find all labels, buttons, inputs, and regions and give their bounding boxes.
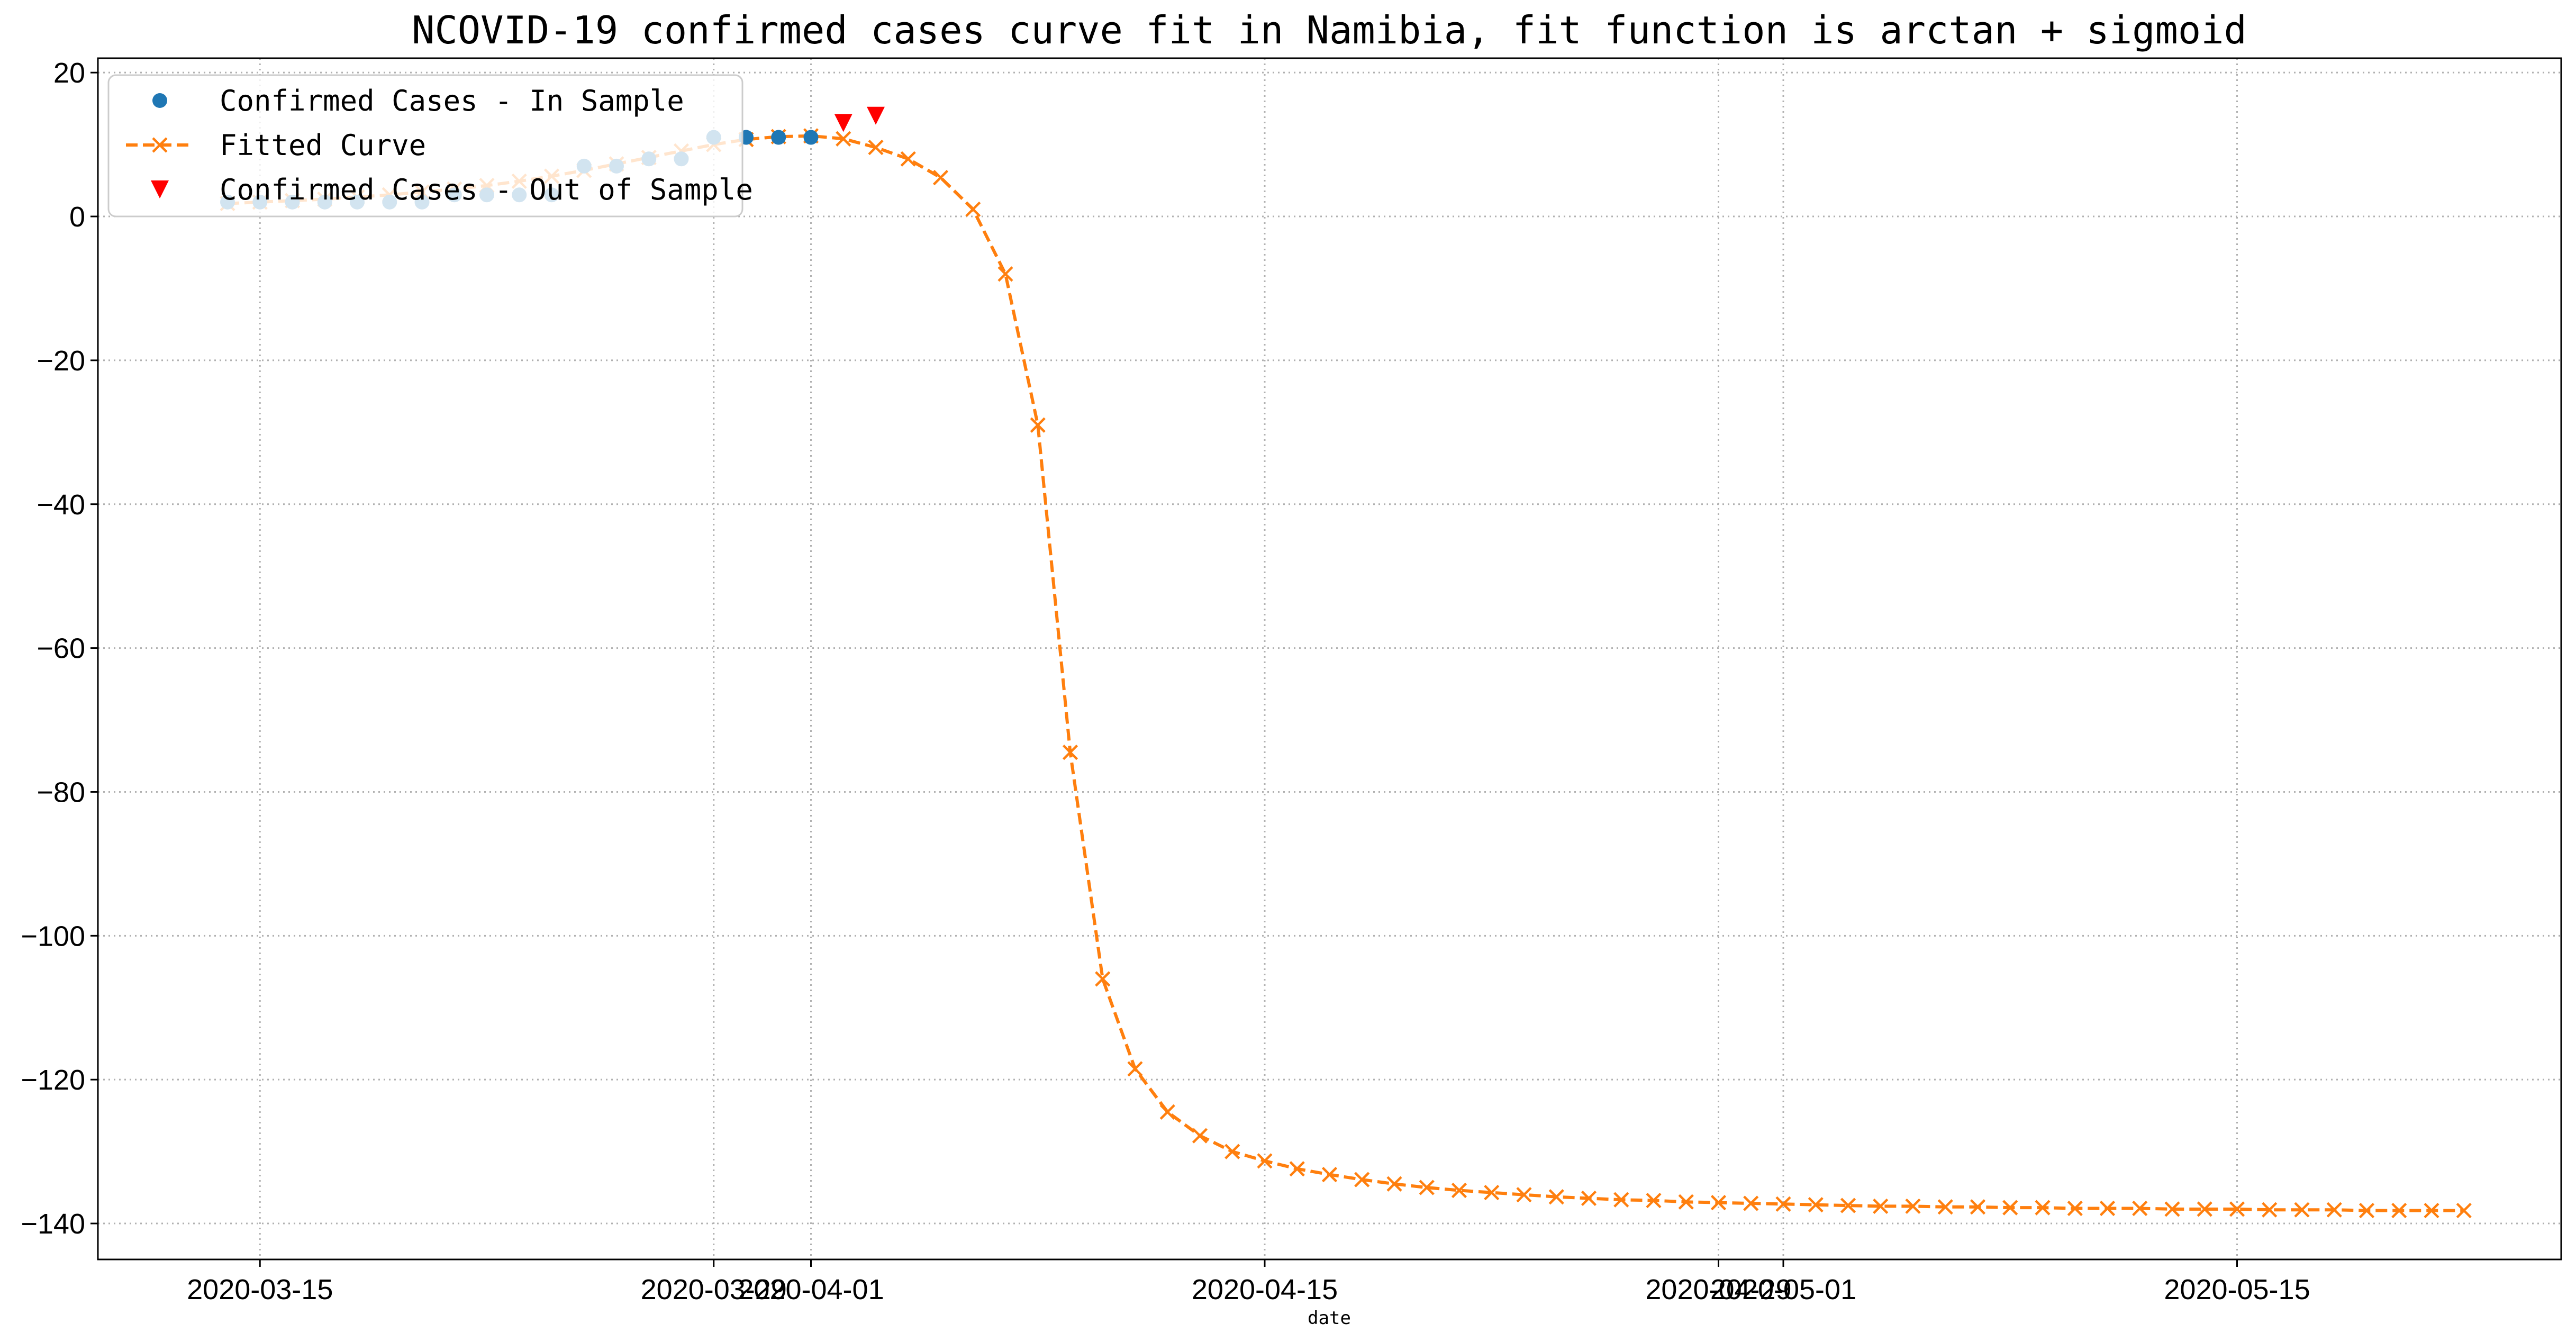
legend-label: Fitted Curve <box>220 129 426 162</box>
grid <box>98 58 2561 1259</box>
x-tick-label: 2020-05-01 <box>1710 1274 1856 1305</box>
in-sample-point <box>803 130 819 145</box>
fitted-curve-point <box>1873 1198 1889 1214</box>
fitted-curve-point <box>1905 1198 1921 1214</box>
y-tick-label: 20 <box>53 57 85 89</box>
fitted-curve-point <box>1775 1196 1791 1212</box>
fitted-curve-point <box>2132 1200 2148 1217</box>
legend-marker-out-of-sample <box>151 180 169 198</box>
fitted-curve-point <box>2002 1200 2018 1216</box>
fitted-curve-point <box>1451 1182 1467 1199</box>
fitted-curve-point <box>997 266 1013 282</box>
fitted-curve-point <box>932 170 949 186</box>
fitted-curve-point <box>1289 1161 1305 1177</box>
fitted-curve-point <box>1419 1180 1435 1195</box>
fitted-curve-point <box>1159 1104 1175 1120</box>
fitted-curve-point <box>2424 1202 2439 1219</box>
fitted-curve-point <box>868 139 884 156</box>
x-tick-label: 2020-04-15 <box>1192 1274 1338 1305</box>
fitted-curve-point <box>2035 1200 2051 1216</box>
series-out-of-sample <box>834 106 885 132</box>
fitted-curve-point <box>965 201 981 217</box>
y-tick-label: −20 <box>37 345 85 377</box>
x-axis-label: date <box>1308 1308 1351 1329</box>
fitted-curve-point <box>1386 1176 1402 1192</box>
out-of-sample-point <box>834 114 852 132</box>
legend: Confirmed Cases - In Sample Fitted Curve C… <box>107 74 753 217</box>
x-tick-label: 2020-03-15 <box>187 1274 333 1305</box>
fitted-curve-point <box>2391 1202 2407 1219</box>
y-tick-label: 0 <box>69 201 85 233</box>
legend-marker-in-sample <box>152 93 167 108</box>
fitted-curve-point <box>1548 1189 1564 1205</box>
fitted-curve-point <box>1743 1195 1759 1211</box>
fitted-curve-point <box>1581 1190 1597 1207</box>
fitted-curve-point <box>1127 1061 1143 1077</box>
fitted-curve-line <box>227 134 2464 1212</box>
fitted-curve-point <box>1257 1153 1273 1169</box>
fitted-curve-point <box>2067 1200 2083 1217</box>
fitted-curve-point <box>1321 1167 1338 1183</box>
fitted-curve-point <box>1970 1199 1986 1215</box>
y-tick-label: −140 <box>21 1208 85 1240</box>
fitted-curve-point <box>1030 417 1046 433</box>
out-of-sample-point <box>867 106 885 125</box>
legend-label: Confirmed Cases - In Sample <box>220 84 684 117</box>
fitted-curve-point <box>2359 1202 2375 1219</box>
fitted-curve-point <box>1646 1192 1662 1209</box>
x-tick-label: 2020-04-29 <box>1645 1274 1791 1305</box>
fitted-curve-point <box>2229 1201 2245 1217</box>
fitted-curve-point <box>1095 971 1111 987</box>
legend-box <box>107 74 743 217</box>
fitted-curve-point <box>2099 1200 2116 1217</box>
plot-frame <box>97 57 2562 1261</box>
fitted-curve-point <box>900 151 916 167</box>
y-axis: 20 0 −20 −40 −60 −80 −100 −120 −140 <box>21 57 98 1240</box>
in-sample-point <box>771 130 786 145</box>
x-tick-label: 2020-05-15 <box>2164 1274 2310 1305</box>
y-tick-label: −60 <box>37 633 85 665</box>
fitted-curve-point <box>2262 1202 2278 1218</box>
fitted-curve-point <box>1224 1144 1240 1159</box>
fitted-curve-point <box>1062 745 1078 760</box>
fitted-curve-point <box>1937 1199 1953 1215</box>
fitted-curve-point <box>1808 1197 1824 1213</box>
y-tick-label: −80 <box>37 776 85 808</box>
fitted-curve-point <box>2164 1201 2180 1217</box>
x-tick-label: 2020-03-29 <box>641 1274 787 1305</box>
legend-label: Confirmed Cases - Out of Sample <box>220 173 753 206</box>
fitted-curve-point <box>2456 1202 2472 1219</box>
fitted-curve-point <box>2294 1202 2310 1218</box>
fitted-curve-point <box>1354 1172 1370 1187</box>
x-tick-label: 2020-04-01 <box>738 1274 884 1305</box>
fitted-curve-point <box>836 131 851 147</box>
legend-marker-fitted-curve <box>152 137 168 153</box>
y-tick-label: −100 <box>21 920 85 952</box>
chart-title: NCOVID-19 confirmed cases curve fit in N… <box>412 8 2247 52</box>
fitted-curve-point <box>1192 1128 1208 1144</box>
fitted-curve-point <box>1613 1192 1629 1208</box>
fitted-curve-point <box>1710 1195 1727 1211</box>
y-tick-label: −120 <box>21 1064 85 1096</box>
series-fitted-curve <box>220 128 2472 1219</box>
fitted-curve-point <box>1840 1198 1856 1213</box>
fitted-curve-point <box>2197 1201 2212 1217</box>
fitted-curve-point <box>1678 1194 1694 1210</box>
fitted-curve-point <box>2326 1202 2342 1218</box>
y-tick-label: −40 <box>37 489 85 521</box>
fitted-curve-point <box>1484 1184 1500 1201</box>
fitted-curve-point <box>1516 1187 1532 1203</box>
